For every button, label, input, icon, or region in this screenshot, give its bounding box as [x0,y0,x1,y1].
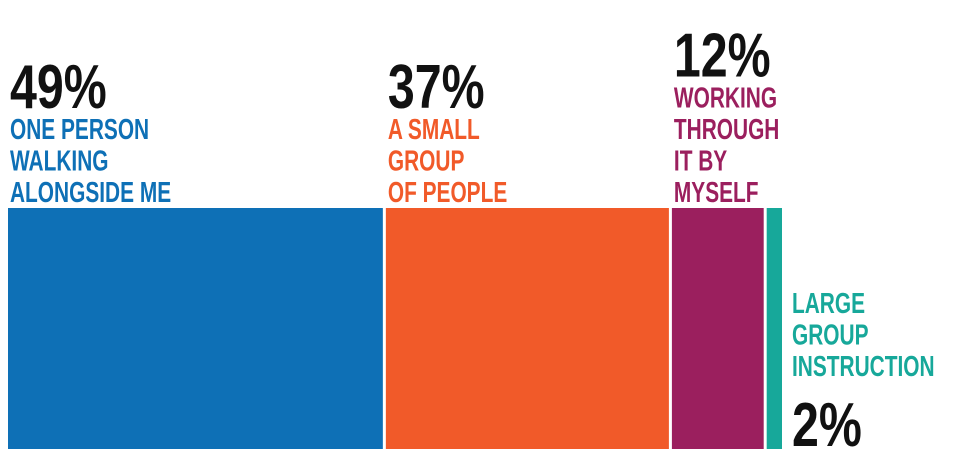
value-label-a-small-group-of-people: 37% [388,52,485,121]
value-label-large-group-instruction: 2% [792,390,862,452]
bar-one-person-walking-alongside-me [8,208,383,449]
category-label-large-group-instruction: LARGE GROUP INSTRUCTION [792,288,935,383]
category-label-one-person-walking-alongside-me: ONE PERSON WALKING ALONGSIDE ME [10,114,171,209]
value-label-one-person-walking-alongside-me: 49% [10,52,107,121]
category-label-a-small-group-of-people: A SMALL GROUP OF PEOPLE [388,114,507,209]
bar-working-through-it-by-myself [671,208,764,449]
category-label-working-through-it-by-myself: WORKING THROUGH IT BY MYSELF [674,82,779,209]
bar-a-small-group-of-people [385,208,669,449]
value-label-working-through-it-by-myself: 12% [674,21,771,90]
bar-large-group-instruction [766,208,782,449]
